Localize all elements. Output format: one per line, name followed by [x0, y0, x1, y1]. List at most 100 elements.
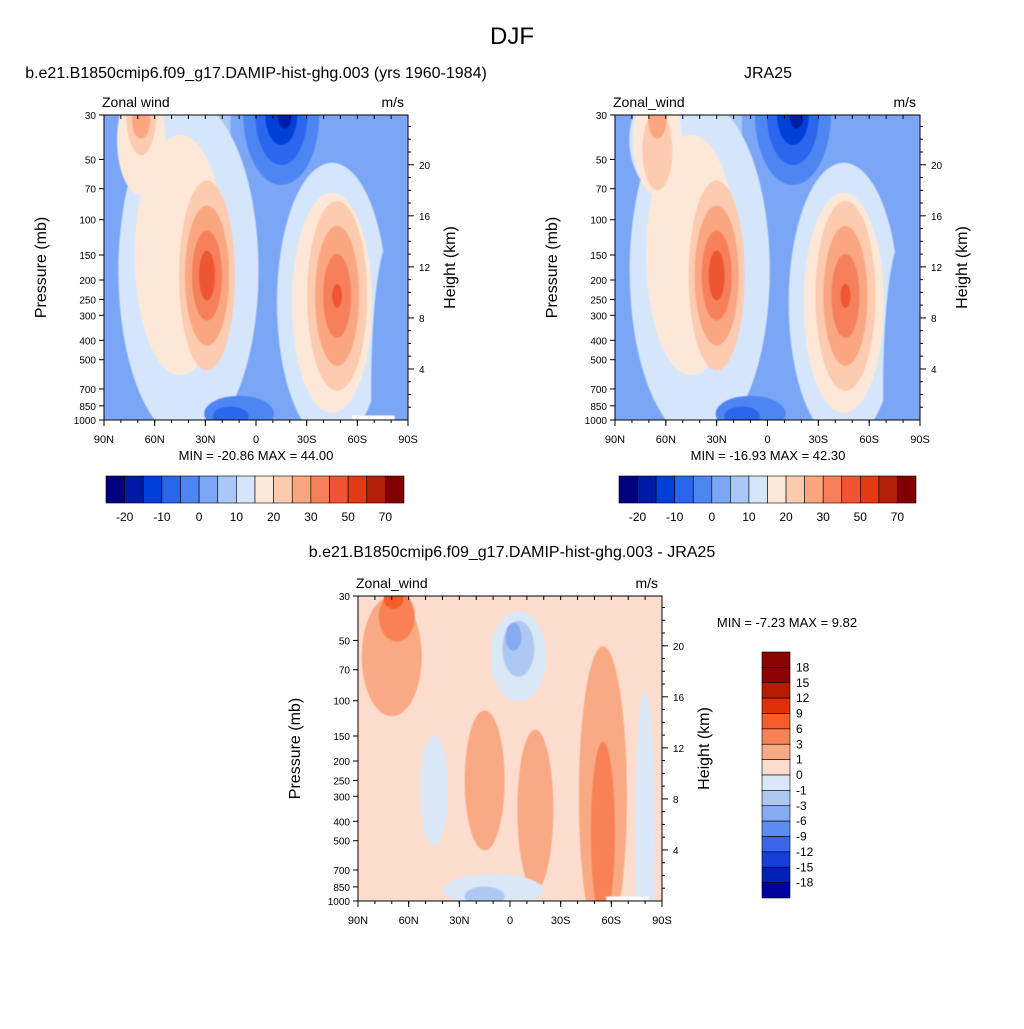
- missing-data: [352, 415, 395, 420]
- easterly-region: [371, 239, 408, 420]
- colorbar-box: [761, 851, 791, 868]
- colorbar-label: 70: [891, 510, 905, 524]
- y-tick-label: 300: [79, 311, 96, 322]
- colorbar-box: [897, 475, 917, 504]
- y-tick-label: 500: [590, 356, 607, 367]
- negative-region: [420, 735, 448, 846]
- positive-region: [378, 596, 415, 642]
- positive-region: [590, 741, 615, 901]
- negative-region: [464, 886, 505, 901]
- colorbar-box: [273, 475, 293, 504]
- x-tick-label: 0: [253, 434, 259, 446]
- easterly-region: [789, 115, 804, 129]
- colorbar-box: [236, 475, 256, 504]
- colorbar-box: [385, 475, 405, 504]
- colorbar-box: [217, 475, 237, 504]
- colorbar-box: [878, 475, 898, 504]
- colorbar-box: [674, 475, 694, 504]
- colorbar-box: [761, 743, 791, 760]
- x-tick-label: 90N: [348, 915, 368, 927]
- colorbar-box: [254, 475, 274, 504]
- height-tick-label: 8: [673, 795, 679, 806]
- colorbar-box: [366, 475, 386, 504]
- y-tick-label: 100: [590, 216, 607, 227]
- min-max-label: MIN = -20.86 MAX = 44.00: [179, 448, 334, 463]
- height-tick-label: 8: [419, 314, 425, 325]
- y-axis-right-label: Height (km): [696, 707, 713, 790]
- colorbar-box: [761, 805, 791, 822]
- colorbar-label: 30: [304, 510, 318, 524]
- jet-core: [840, 283, 851, 308]
- easterly-region: [277, 115, 292, 129]
- min-max-label: MIN = -16.93 MAX = 42.30: [691, 448, 846, 463]
- min-max-label: MIN = -7.23 MAX = 9.82: [717, 615, 857, 630]
- x-tick-label: 0: [764, 434, 770, 446]
- colorbar-box: [761, 728, 791, 745]
- variable-label: Zonal_wind: [613, 94, 685, 110]
- colorbar-label: -15: [796, 860, 814, 874]
- colorbar-label: -12: [796, 845, 814, 859]
- colorbar-box: [105, 475, 125, 504]
- colorbar-label: -20: [629, 510, 647, 524]
- x-tick-label: 90S: [398, 434, 418, 446]
- colorbar-label: 20: [779, 510, 793, 524]
- y-tick-label: 850: [333, 883, 350, 894]
- colorbar-box: [761, 866, 791, 883]
- negative-region: [635, 861, 656, 901]
- positive-region: [464, 710, 505, 851]
- x-tick-label: 0: [507, 915, 513, 927]
- easterly-region: [724, 406, 761, 420]
- colorbar-label: 10: [230, 510, 244, 524]
- colorbar: -20 -10 0 10 20 30 50 70: [618, 475, 917, 524]
- height-tick-label: 4: [931, 365, 937, 376]
- colorbar-label: 12: [796, 691, 810, 705]
- y-tick-label: 1000: [74, 416, 97, 427]
- x-tick-label: 90S: [652, 915, 672, 927]
- y-tick-label: 850: [79, 402, 96, 413]
- colorbar-label: 0: [708, 510, 715, 524]
- colorbar-box: [804, 475, 824, 504]
- colorbar-box: [860, 475, 880, 504]
- x-tick-label: 30N: [707, 434, 727, 446]
- colorbar-box: [291, 475, 312, 504]
- colorbar-box: [761, 667, 791, 684]
- negative-region: [505, 622, 522, 651]
- axes: 90N 60N 30N 0 30S 60S 90S305070100150200250300…: [287, 544, 857, 927]
- x-tick-label: 60S: [859, 434, 879, 446]
- colorbar-label: -10: [153, 510, 171, 524]
- y-tick-label: 700: [79, 385, 96, 396]
- height-tick-label: 4: [419, 365, 425, 376]
- units-label: m/s: [635, 575, 658, 591]
- axes: 90N 60N 30N 0 30S 60S 90S305070100150200250300…: [25, 65, 487, 463]
- x-tick-label: 90N: [94, 434, 114, 446]
- easterly-region: [212, 406, 249, 420]
- colorbar-label: 9: [796, 707, 803, 721]
- colorbar-box: [618, 475, 638, 504]
- y-tick-label: 200: [590, 276, 607, 287]
- variable-label: Zonal wind: [102, 94, 170, 110]
- y-tick-label: 150: [79, 251, 96, 262]
- colorbar-box: [761, 774, 791, 791]
- y-tick-label: 30: [85, 111, 97, 122]
- y-tick-label: 150: [590, 251, 607, 262]
- colorbar-label: -1: [796, 783, 807, 797]
- height-tick-label: 12: [419, 263, 431, 274]
- colorbar-box: [822, 475, 843, 504]
- x-tick-label: 90S: [910, 434, 930, 446]
- y-tick-label: 400: [79, 336, 96, 347]
- colorbar-box: [730, 475, 750, 504]
- colorbar-box: [841, 475, 861, 504]
- colorbar-box: [761, 697, 791, 714]
- colorbar-box: [785, 475, 805, 504]
- colorbar-label: 18: [796, 660, 810, 674]
- colorbar-label: 20: [267, 510, 281, 524]
- colorbar-box: [711, 475, 731, 504]
- y-tick-label: 500: [79, 356, 96, 367]
- colorbar-label: 70: [379, 510, 393, 524]
- x-tick-label: 30N: [449, 915, 469, 927]
- colorbar-label: 30: [817, 510, 831, 524]
- jet-core: [332, 283, 343, 308]
- colorbar-box: [180, 475, 200, 504]
- easterly-region: [883, 239, 920, 420]
- height-tick-label: 20: [419, 161, 431, 172]
